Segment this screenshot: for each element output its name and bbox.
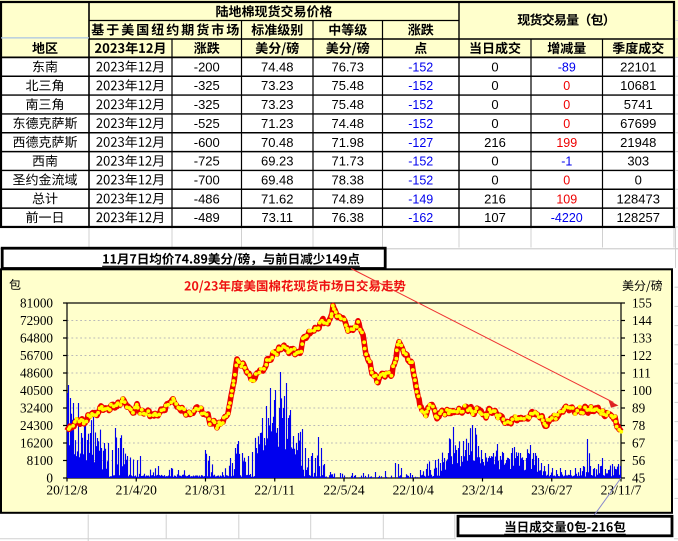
svg-text:0: 0 <box>491 78 498 93</box>
svg-text:56: 56 <box>632 453 646 468</box>
svg-text:0: 0 <box>491 154 498 169</box>
svg-text:75.48: 75.48 <box>331 78 364 93</box>
svg-text:0: 0 <box>491 97 498 112</box>
svg-text:48600: 48600 <box>20 365 53 380</box>
svg-text:45: 45 <box>632 470 646 485</box>
svg-text:71.73: 71.73 <box>331 154 364 169</box>
svg-text:67: 67 <box>632 435 646 450</box>
svg-text:76.73: 76.73 <box>331 59 364 74</box>
svg-text:32400: 32400 <box>20 400 53 415</box>
svg-text:73.23: 73.23 <box>261 78 294 93</box>
svg-text:-325: -325 <box>194 78 220 93</box>
svg-text:76.38: 76.38 <box>331 210 364 225</box>
svg-text:64800: 64800 <box>20 330 53 345</box>
svg-text:71.98: 71.98 <box>331 135 364 150</box>
svg-text:0: 0 <box>563 117 570 131</box>
svg-text:-525: -525 <box>194 116 220 131</box>
svg-text:-152: -152 <box>408 60 433 74</box>
svg-text:0: 0 <box>491 59 498 74</box>
svg-text:-152: -152 <box>408 173 433 187</box>
svg-text:-152: -152 <box>408 117 433 131</box>
svg-text:74.48: 74.48 <box>331 116 364 131</box>
svg-text:8100: 8100 <box>27 453 54 468</box>
svg-text:303: 303 <box>627 154 649 169</box>
svg-text:-149: -149 <box>408 192 433 206</box>
svg-text:0: 0 <box>491 172 498 187</box>
svg-text:74.89: 74.89 <box>331 191 364 206</box>
svg-text:74.48: 74.48 <box>261 59 294 74</box>
svg-text:23/2/14: 23/2/14 <box>462 483 504 498</box>
svg-text:56700: 56700 <box>20 348 53 363</box>
svg-text:75.48: 75.48 <box>331 97 364 112</box>
svg-text:122: 122 <box>632 348 652 363</box>
svg-text:20/12/8: 20/12/8 <box>46 483 88 498</box>
svg-text:10681: 10681 <box>620 78 656 93</box>
svg-text:-489: -489 <box>194 210 220 225</box>
svg-text:199: 199 <box>556 136 577 150</box>
svg-text:216: 216 <box>484 191 506 206</box>
svg-text:109: 109 <box>556 192 577 206</box>
svg-text:144: 144 <box>632 313 652 328</box>
svg-text:-89: -89 <box>558 60 576 74</box>
svg-text:81000: 81000 <box>20 295 53 310</box>
svg-text:-600: -600 <box>194 135 220 150</box>
svg-text:-700: -700 <box>194 172 220 187</box>
svg-text:69.23: 69.23 <box>261 154 294 169</box>
svg-text:155: 155 <box>632 295 652 310</box>
svg-text:71.23: 71.23 <box>261 116 294 131</box>
svg-text:133: 133 <box>632 330 652 345</box>
svg-text:24300: 24300 <box>20 418 53 433</box>
svg-text:89: 89 <box>632 400 646 415</box>
svg-text:100: 100 <box>632 383 652 398</box>
svg-text:0: 0 <box>563 173 570 187</box>
svg-text:71.62: 71.62 <box>261 191 294 206</box>
svg-text:22/1/11: 22/1/11 <box>254 483 295 498</box>
svg-text:21/4/20: 21/4/20 <box>116 483 158 498</box>
svg-text:0: 0 <box>491 116 498 131</box>
svg-text:128473: 128473 <box>617 191 660 206</box>
svg-text:-152: -152 <box>408 98 433 112</box>
svg-text:5741: 5741 <box>624 97 653 112</box>
svg-text:-162: -162 <box>408 211 433 225</box>
svg-text:-725: -725 <box>194 154 220 169</box>
svg-text:107: 107 <box>484 210 506 225</box>
svg-text:-152: -152 <box>408 79 433 93</box>
svg-text:69.48: 69.48 <box>261 172 294 187</box>
svg-text:-486: -486 <box>194 191 220 206</box>
svg-text:73.23: 73.23 <box>261 97 294 112</box>
svg-text:111: 111 <box>632 365 651 380</box>
svg-text:-127: -127 <box>408 136 433 150</box>
svg-text:22101: 22101 <box>620 59 656 74</box>
svg-text:70.48: 70.48 <box>261 135 294 150</box>
svg-text:22/10/4: 22/10/4 <box>393 483 435 498</box>
svg-text:-200: -200 <box>194 59 220 74</box>
svg-text:73.11: 73.11 <box>261 210 293 225</box>
svg-text:22/5/24: 22/5/24 <box>323 483 365 498</box>
svg-text:-325: -325 <box>194 97 220 112</box>
svg-text:78: 78 <box>632 418 646 433</box>
svg-text:67699: 67699 <box>620 116 656 131</box>
svg-text:128257: 128257 <box>617 210 660 225</box>
svg-text:-4220: -4220 <box>551 211 583 225</box>
svg-text:72900: 72900 <box>20 313 53 328</box>
svg-text:0: 0 <box>563 98 570 112</box>
svg-text:-152: -152 <box>408 155 433 169</box>
svg-text:23/11/7: 23/11/7 <box>601 483 642 498</box>
svg-text:0: 0 <box>46 470 53 485</box>
svg-text:40500: 40500 <box>20 383 53 398</box>
svg-text:0: 0 <box>635 172 642 187</box>
svg-text:-1: -1 <box>561 155 572 169</box>
svg-text:16200: 16200 <box>20 435 53 450</box>
svg-text:78.38: 78.38 <box>331 172 364 187</box>
svg-text:21948: 21948 <box>620 135 656 150</box>
svg-text:23/6/27: 23/6/27 <box>531 483 573 498</box>
svg-text:0: 0 <box>563 79 570 93</box>
svg-text:216: 216 <box>484 135 506 150</box>
svg-text:21/8/31: 21/8/31 <box>185 483 226 498</box>
